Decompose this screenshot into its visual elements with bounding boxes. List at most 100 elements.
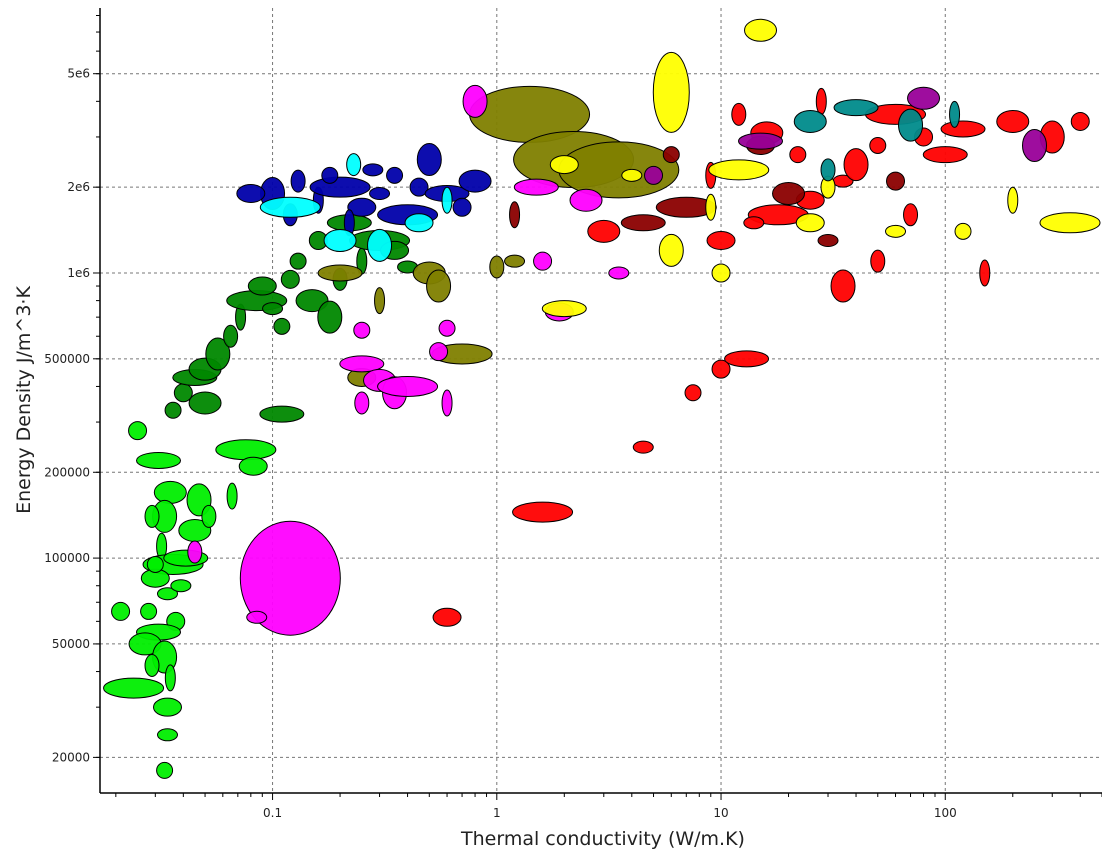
y-tick-label: 5e6 <box>67 67 90 81</box>
data-point <box>869 136 887 154</box>
data-point <box>367 228 393 262</box>
data-point <box>157 728 179 742</box>
data-point <box>239 520 341 636</box>
data-point <box>369 187 391 201</box>
data-point <box>374 287 386 315</box>
data-point <box>136 451 182 469</box>
y-tick-label: 50000 <box>52 637 90 651</box>
data-point <box>907 86 941 110</box>
axes: 0.1 1 10 100 20000 50000 100000 200000 500000 1e6… <box>44 15 1102 820</box>
data-point <box>452 197 472 217</box>
data-point <box>620 214 666 232</box>
data-point <box>1021 128 1047 162</box>
data-point <box>386 166 404 184</box>
data-point <box>541 300 587 318</box>
data-point <box>885 224 907 238</box>
data-point <box>731 102 747 126</box>
data-point <box>317 300 343 334</box>
x-tick-label: 100 <box>934 806 957 820</box>
data-point <box>587 219 621 243</box>
data-point <box>706 230 736 250</box>
data-point <box>724 350 770 368</box>
data-point <box>321 166 339 184</box>
x-tick-label: 0.1 <box>263 806 282 820</box>
data-point <box>280 269 300 289</box>
data-point <box>103 677 165 699</box>
data-point <box>549 155 579 175</box>
data-point <box>996 109 1030 133</box>
data-point <box>772 182 806 206</box>
data-point <box>662 146 680 164</box>
data-point <box>512 501 574 523</box>
data-point <box>144 654 160 678</box>
data-point <box>156 761 174 779</box>
data-point <box>215 439 277 461</box>
data-point <box>843 148 869 182</box>
data-point <box>795 213 825 233</box>
data-point <box>347 197 377 217</box>
data-point <box>246 610 268 624</box>
data-point <box>509 201 521 229</box>
data-point <box>262 302 284 316</box>
y-tick-label: 500000 <box>44 352 90 366</box>
data-point <box>339 355 385 373</box>
data-point <box>793 109 827 133</box>
data-point <box>458 169 492 193</box>
data-point <box>711 359 731 379</box>
data-point <box>830 269 856 303</box>
data-point <box>346 153 362 177</box>
data-point <box>789 146 807 164</box>
y-axis-title: Energy Density J/m^3·K <box>13 286 35 514</box>
data-point <box>922 146 968 164</box>
data-point <box>632 440 654 454</box>
data-point <box>1070 111 1090 131</box>
data-point <box>1039 212 1101 234</box>
data-point <box>432 607 462 627</box>
data-point <box>404 213 434 233</box>
data-point <box>569 188 603 212</box>
data-point <box>128 421 148 441</box>
data-point <box>462 84 488 118</box>
data-point <box>886 171 906 191</box>
data-point <box>426 269 452 303</box>
data-point <box>354 391 370 415</box>
data-point <box>153 480 187 504</box>
data-point <box>870 249 886 273</box>
y-tick-label: 200000 <box>44 465 90 479</box>
data-point <box>309 176 371 198</box>
data-point <box>289 252 307 270</box>
data-point <box>441 186 453 214</box>
data-point <box>170 579 192 593</box>
data-point <box>236 184 266 204</box>
data-point <box>416 143 442 177</box>
data-point <box>820 158 836 182</box>
data-point <box>711 263 731 283</box>
data-point <box>513 178 559 196</box>
data-point <box>377 375 439 397</box>
data-point <box>1007 186 1019 214</box>
data-point <box>223 324 239 348</box>
data-point <box>533 251 553 271</box>
y-tick-label: 100000 <box>44 551 90 565</box>
data-point <box>323 228 357 252</box>
y-tick-label: 1e6 <box>67 266 90 280</box>
data-point <box>362 163 384 177</box>
data-point <box>644 165 664 185</box>
data-point <box>409 177 429 197</box>
data-point <box>441 389 453 417</box>
data-point <box>652 51 690 133</box>
data-marks <box>103 18 1101 779</box>
data-point <box>188 391 222 415</box>
data-point <box>146 555 164 573</box>
data-point <box>429 342 449 362</box>
data-point <box>489 255 505 279</box>
data-point <box>157 587 179 601</box>
data-point <box>317 264 363 282</box>
data-point <box>201 504 217 528</box>
data-point <box>708 159 770 181</box>
data-point <box>140 602 158 620</box>
data-point <box>164 664 176 692</box>
data-point <box>438 319 456 337</box>
data-point <box>898 108 924 142</box>
data-point <box>205 337 231 371</box>
